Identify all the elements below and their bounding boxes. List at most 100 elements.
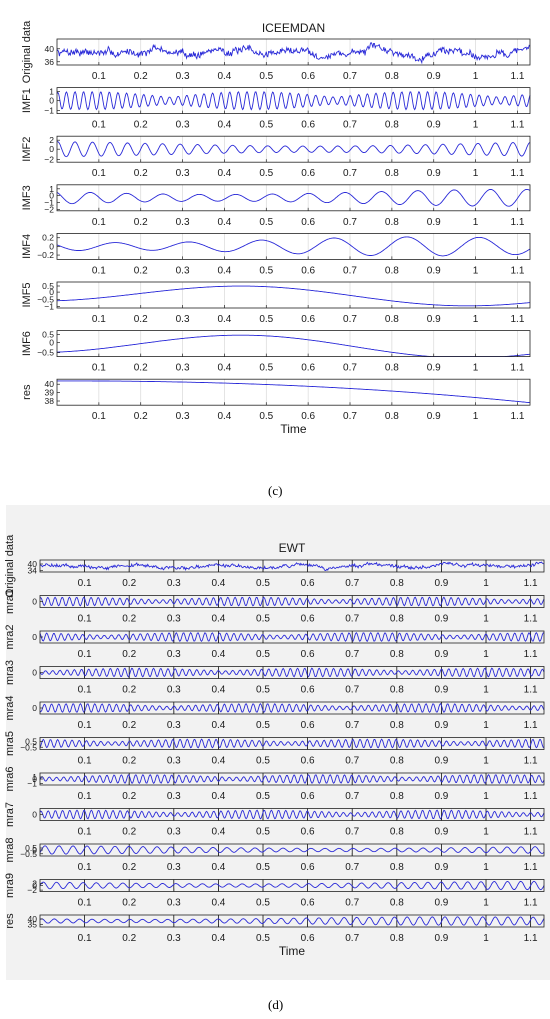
x-tick-label: 0.4 bbox=[211, 685, 225, 696]
x-tick-label: 0.1 bbox=[78, 933, 92, 944]
x-tick-label: 0.2 bbox=[134, 411, 148, 422]
x-tick-label: 0.2 bbox=[122, 578, 136, 589]
series-line bbox=[56, 42, 531, 65]
y-axis-label: res bbox=[4, 913, 16, 929]
series-line bbox=[39, 880, 545, 891]
x-tick-label: 0.8 bbox=[385, 71, 399, 82]
x-tick-label: 0.1 bbox=[92, 363, 106, 374]
series-line bbox=[39, 667, 545, 678]
y-tick-label: 0 bbox=[32, 668, 37, 678]
x-tick-label: 0.5 bbox=[259, 120, 273, 131]
y-tick-label: 0.2 bbox=[42, 233, 54, 243]
y-tick-label: 0 bbox=[49, 287, 54, 297]
x-tick-label: 0.8 bbox=[390, 614, 404, 625]
x-tick-label: 1.1 bbox=[510, 314, 524, 325]
ewt-subplot-3: 0 mra2 0.1 0.2 0.3 0.4 0.5 0.6 0.7 0.8 0.9 1 1.1 bbox=[4, 624, 545, 660]
y-tick-label: 38 bbox=[45, 396, 55, 406]
x-tick-label: 0.3 bbox=[167, 791, 181, 802]
x-tick-label: 0.4 bbox=[217, 217, 231, 228]
x-tick-label: 1 bbox=[473, 120, 479, 131]
y-axis-label: mra1 bbox=[4, 589, 16, 614]
x-tick-label: 0.4 bbox=[217, 120, 231, 131]
x-tick-label: 0.6 bbox=[301, 933, 315, 944]
x-tick-label: 0.8 bbox=[385, 265, 399, 276]
x-tick-label: 0.1 bbox=[78, 614, 92, 625]
x-tick-label: 0.7 bbox=[345, 827, 359, 838]
x-tick-label: 0.9 bbox=[434, 614, 448, 625]
x-tick-label: 0.6 bbox=[301, 756, 315, 767]
x-tick-label: 1.1 bbox=[524, 827, 538, 838]
series-line bbox=[56, 285, 531, 307]
series-line bbox=[56, 90, 531, 111]
series-line bbox=[39, 809, 545, 820]
y-tick-label: 1 bbox=[49, 87, 54, 97]
y-axis-label: mra9 bbox=[4, 873, 16, 898]
y-axis-label: mra7 bbox=[4, 802, 16, 827]
y-tick-label: −0.2 bbox=[37, 250, 54, 260]
x-tick-label: 0.3 bbox=[167, 649, 181, 660]
ewt-x-axis-label: Time bbox=[279, 944, 306, 958]
y-tick-label: 40 bbox=[45, 44, 55, 54]
x-tick-label: 0.8 bbox=[390, 933, 404, 944]
x-tick-label: 1.1 bbox=[524, 685, 538, 696]
x-tick-label: 0.6 bbox=[301, 265, 315, 276]
x-tick-label: 0.4 bbox=[211, 827, 225, 838]
x-tick-label: 1.1 bbox=[524, 898, 538, 909]
y-tick-label: 0 bbox=[32, 632, 37, 642]
x-tick-label: 0.8 bbox=[390, 862, 404, 873]
y-tick-label: 40 bbox=[28, 914, 38, 924]
y-tick-label: 36 bbox=[45, 57, 55, 67]
axes-frame bbox=[39, 559, 545, 573]
ewt-subplot-4: 0 mra3 0.1 0.2 0.3 0.4 0.5 0.6 0.7 0.8 0.9 1 1.1 bbox=[4, 660, 545, 696]
x-tick-label: 0.2 bbox=[122, 862, 136, 873]
x-tick-label: 0.2 bbox=[134, 168, 148, 179]
y-tick-label: 1 bbox=[32, 772, 37, 782]
x-tick-label: 0.8 bbox=[390, 791, 404, 802]
x-tick-label: 1.1 bbox=[510, 265, 524, 276]
x-tick-label: 0.2 bbox=[122, 756, 136, 767]
axes-frame bbox=[56, 330, 531, 358]
series-line bbox=[57, 380, 531, 404]
x-tick-label: 0.4 bbox=[217, 314, 231, 325]
y-tick-label: 0 bbox=[32, 810, 37, 820]
x-tick-label: 0.1 bbox=[92, 314, 106, 325]
x-tick-label: 0.3 bbox=[176, 314, 190, 325]
x-tick-label: 0.3 bbox=[176, 363, 190, 374]
y-tick-label: 0.5 bbox=[42, 281, 54, 291]
y-tick-label: 40 bbox=[28, 559, 38, 569]
x-tick-label: 0.9 bbox=[434, 791, 448, 802]
x-tick-label: 1 bbox=[473, 363, 479, 374]
x-tick-label: 0.9 bbox=[434, 862, 448, 873]
x-tick-label: 0.3 bbox=[167, 862, 181, 873]
x-tick-label: 0.4 bbox=[211, 791, 225, 802]
x-tick-label: 0.6 bbox=[301, 649, 315, 660]
x-tick-label: 0.4 bbox=[217, 363, 231, 374]
x-tick-label: 0.5 bbox=[259, 363, 273, 374]
x-tick-label: 0.6 bbox=[301, 720, 315, 731]
x-tick-label: 0.4 bbox=[211, 933, 225, 944]
x-tick-label: 0.1 bbox=[78, 791, 92, 802]
y-tick-label: −2 bbox=[27, 885, 37, 895]
series-line bbox=[39, 738, 545, 749]
y-axis-label: IMF3 bbox=[21, 185, 33, 210]
x-tick-label: 0.9 bbox=[434, 649, 448, 660]
x-tick-label: 0.6 bbox=[301, 71, 315, 82]
x-tick-label: 1 bbox=[473, 314, 479, 325]
axes-frame bbox=[39, 630, 545, 644]
x-tick-label: 0.9 bbox=[427, 217, 441, 228]
x-tick-label: 0.6 bbox=[301, 898, 315, 909]
iceemdan-subplot-1: 40 36 Original data 0.1 0.2 0.3 0.4 0.5 0.6 0.7 0.… bbox=[21, 20, 531, 83]
x-tick-label: 0.8 bbox=[390, 685, 404, 696]
x-tick-label: 0.3 bbox=[176, 217, 190, 228]
x-tick-label: 0.5 bbox=[259, 265, 273, 276]
axes-frame bbox=[56, 281, 531, 309]
x-tick-label: 0.9 bbox=[427, 363, 441, 374]
x-tick-label: 1 bbox=[483, 827, 489, 838]
x-tick-label: 0.6 bbox=[301, 862, 315, 873]
series-line bbox=[39, 561, 545, 572]
y-tick-label: 0.5 bbox=[25, 843, 37, 853]
